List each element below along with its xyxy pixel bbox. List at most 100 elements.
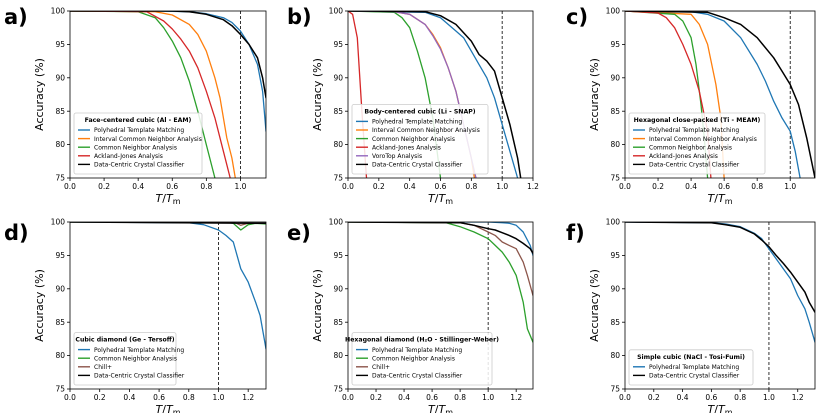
legend-title: Cubic diamond (Ge - Tersoff)	[75, 337, 174, 344]
y-tick-label: 75	[610, 174, 620, 183]
y-tick-label: 85	[55, 107, 65, 116]
x-tick-label: 0.4	[404, 182, 416, 191]
x-tick-label: 0.4	[685, 182, 697, 191]
x-tick-label: 0.8	[751, 182, 763, 191]
x-tick-label: 0.8	[200, 182, 212, 191]
chart-panel-6: f) 75 80 85 90 95 100 0.0 0.2 0.4 0.6 0.8 1.0 1.2 Accu…	[566, 218, 816, 413]
y-tick-label: 80	[55, 140, 65, 149]
x-axis-label-subscript: m	[173, 197, 181, 206]
x-tick-label: 0.0	[619, 393, 631, 402]
x-tick-label: 0.0	[342, 182, 354, 191]
legend-entry: Common Neighbor Analysis	[94, 355, 177, 362]
y-tick-label: 100	[51, 218, 66, 227]
x-tick-label: 0.8	[734, 393, 746, 402]
series-line-ptm	[348, 11, 519, 178]
x-tick-label: 0.4	[132, 182, 144, 191]
legend-entry: Interval Common Neighbor Analysis	[372, 127, 480, 134]
y-axis-label: Accuracy (%)	[311, 58, 324, 131]
legend-entry: Ackland-Jones Analysis	[94, 153, 163, 160]
series-group	[348, 222, 533, 343]
x-axis-label: T/Tm	[708, 403, 733, 413]
x-tick-label: 1.0	[784, 182, 796, 191]
x-axis-label-part: /	[162, 192, 166, 205]
y-tick-label: 85	[333, 107, 343, 116]
y-tick-label: 75	[333, 174, 343, 183]
y-tick-label: 80	[610, 351, 620, 360]
legend-entry: Data-Centric Crystal Classifier	[649, 162, 740, 169]
legend-entry: Polyhedral Template Matching	[372, 347, 462, 354]
chart-panel-2: b) 75 80 85 90 95 100 0.0 0.2 0.4 0.6 0.8 1.0 1.2 Accu…	[287, 5, 539, 206]
x-axis-label-part: T	[718, 403, 726, 413]
y-tick-label: 95	[610, 40, 620, 49]
x-axis-label-subscript: m	[445, 408, 453, 413]
y-tick-label: 90	[333, 73, 343, 82]
series-line-icna	[70, 11, 236, 178]
x-axis-label-part: T	[708, 192, 716, 205]
panel-letter: b)	[287, 5, 312, 29]
series-line-cna	[348, 222, 533, 343]
y-tick-label: 95	[55, 251, 65, 260]
y-axis-label: Accuracy (%)	[33, 269, 46, 342]
x-axis-label-part: /	[435, 403, 439, 413]
y-tick-label: 95	[610, 251, 620, 260]
legend-title: Hexagonal close-packed (Ti - MEAM)	[634, 117, 761, 124]
series-line-dccc	[70, 11, 266, 99]
x-tick-label: 0.2	[373, 182, 385, 191]
x-tick-label: 0.6	[718, 182, 730, 191]
y-axis-label: Accuracy (%)	[311, 269, 324, 342]
legend-entry: Data-Centric Crystal Classifier	[649, 373, 740, 380]
x-tick-label: 0.6	[705, 393, 717, 402]
legend-entry: Common Neighbor Analysis	[94, 144, 177, 151]
plot-frame	[624, 221, 816, 390]
y-tick-label: 85	[610, 318, 620, 327]
plot-frame	[69, 10, 267, 179]
series-line-dccc	[348, 222, 533, 255]
x-tick-label: 1.0	[482, 393, 494, 402]
x-axis-label-part: T	[166, 192, 174, 205]
x-axis-label: T/Tm	[708, 192, 733, 206]
series-line-dccc	[625, 222, 815, 313]
y-tick-label: 100	[606, 7, 621, 16]
x-tick-label: 0.6	[426, 393, 438, 402]
x-tick-label: 0.4	[677, 393, 689, 402]
legend-entry: Polyhedral Template Matching	[649, 127, 739, 134]
legend-entry: Ackland-Jones Analysis	[372, 144, 441, 151]
x-tick-label: 1.2	[527, 182, 539, 191]
legend-box	[73, 332, 177, 386]
y-tick-label: 80	[333, 351, 343, 360]
y-tick-label: 90	[55, 284, 65, 293]
legend-title: Simple cubic (NaCl - Tosi-Fumi)	[637, 354, 745, 361]
panel-letter: f)	[566, 221, 585, 245]
x-axis-label-part: /	[435, 192, 439, 205]
x-axis-label-subscript: m	[173, 408, 181, 413]
y-tick-label: 85	[610, 107, 620, 116]
x-axis-label-part: T	[428, 192, 436, 205]
y-tick-label: 75	[610, 385, 620, 394]
x-axis-label-part: T	[708, 403, 716, 413]
legend-entry: Interval Common Neighbor Analysis	[94, 136, 202, 143]
y-tick-label: 75	[55, 174, 65, 183]
x-axis-label: T/Tm	[428, 192, 453, 206]
legend-entry: Data-Centric Crystal Classifier	[94, 162, 185, 169]
series-line-dccc	[625, 11, 815, 178]
x-tick-label: 0.2	[98, 182, 110, 191]
plot-frame	[69, 221, 267, 390]
legend-entry: Common Neighbor Analysis	[372, 136, 455, 143]
x-axis-label: T/Tm	[156, 192, 181, 206]
x-tick-label: 0.8	[183, 393, 195, 402]
series-line-aja	[70, 11, 231, 178]
y-tick-label: 75	[55, 385, 65, 394]
y-tick-label: 95	[333, 251, 343, 260]
legend-entry: Chill+	[94, 364, 112, 371]
y-tick-label: 90	[333, 284, 343, 293]
x-tick-label: 1.2	[510, 393, 522, 402]
x-tick-label: 1.0	[496, 182, 508, 191]
x-tick-label: 0.8	[465, 182, 477, 191]
chart-panel-1: a) 75 80 85 90 95 100 0.0 0.2 0.4 0.6 0.8 1.0 Accurac…	[4, 5, 267, 206]
y-tick-label: 90	[610, 284, 620, 293]
y-tick-label: 75	[333, 385, 343, 394]
series-line-dccc	[348, 11, 522, 178]
legend-entry: Polyhedral Template Matching	[94, 347, 184, 354]
x-tick-label: 1.0	[763, 393, 775, 402]
